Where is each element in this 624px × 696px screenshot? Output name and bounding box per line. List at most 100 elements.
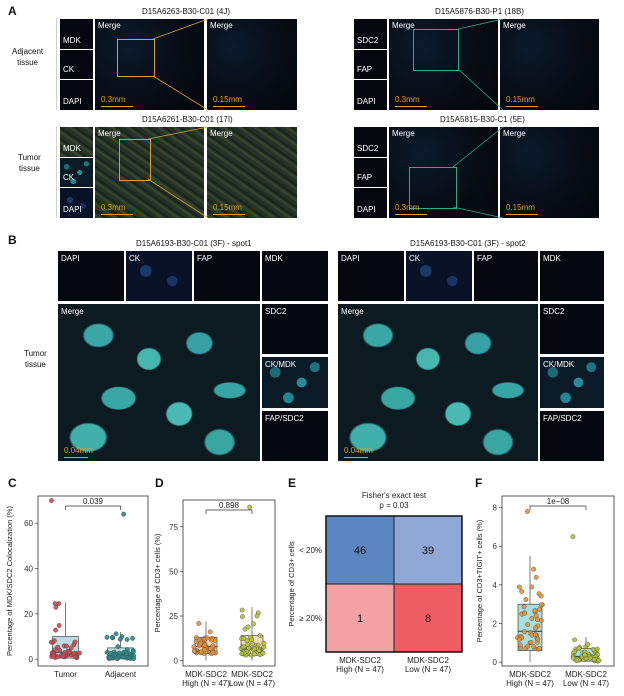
row-label-adjacent-line1: Adjacent	[12, 47, 44, 56]
data-point	[239, 651, 245, 656]
y-tick-label: 40	[24, 565, 33, 574]
data-point	[522, 610, 528, 616]
data-point	[596, 658, 602, 663]
y-tick-label: 60	[24, 519, 33, 528]
merge-image-spot2: Merge 0.04mm	[338, 304, 538, 461]
data-point	[537, 645, 542, 651]
plot-frame	[37, 495, 149, 667]
data-point	[241, 644, 247, 650]
merge-image-zoom: Merge 0.15mm	[500, 127, 599, 218]
zoom-connector	[147, 127, 209, 218]
zoom-connector	[452, 127, 504, 218]
channel-tile-fap: FAP	[474, 251, 538, 301]
heatmap-col-label: MDK-SDC2	[339, 656, 381, 665]
data-point	[124, 637, 130, 642]
data-point	[532, 632, 538, 637]
data-point	[587, 655, 593, 661]
x-tick-label: MDK-SDC2	[231, 670, 273, 679]
panel-a-title-1: D15A6263-B30-C01 (4J)	[142, 7, 231, 16]
channel-tile-mdk: MDK	[262, 251, 328, 301]
data-point	[534, 617, 540, 623]
heatmap-cell	[325, 515, 395, 585]
data-point	[51, 638, 57, 644]
channel-tile-ck: CK	[126, 251, 192, 301]
heatmap-y-label: Percentage of CD3+ cells	[287, 541, 296, 627]
data-point	[251, 621, 256, 627]
data-point	[121, 511, 127, 517]
zoom-box	[117, 39, 155, 77]
zoom-connector	[152, 19, 209, 110]
data-point	[528, 640, 534, 645]
data-point	[572, 649, 578, 655]
data-point	[535, 636, 541, 642]
marker-tile-ck: CK	[60, 50, 93, 79]
data-point	[120, 654, 126, 660]
marker-tile-dapi: DAPI	[354, 188, 387, 218]
heatmap-frame	[325, 515, 463, 653]
data-point	[533, 625, 538, 631]
row-label-tumor-b-line2: tissue	[24, 360, 46, 369]
data-point	[538, 602, 544, 608]
channel-tile-dapi: DAPI	[338, 251, 404, 301]
row-label-adjacent: Adjacent tissue	[12, 46, 43, 68]
data-point	[245, 642, 251, 647]
y-tick-label: 4	[493, 581, 498, 590]
data-point	[529, 584, 535, 590]
y-axis-label: Percentage of CD3+ cells (%)	[153, 533, 162, 633]
data-point	[533, 613, 539, 619]
x-tick-label: Adjacent	[105, 670, 137, 679]
data-point	[519, 588, 525, 594]
panel-a-title-2: D15A5876-B30-P1 (18B)	[435, 7, 524, 16]
x-tick-label: MDK-SDC2	[185, 670, 227, 679]
pvalue-label: 0.039	[83, 497, 104, 506]
data-point	[538, 618, 544, 623]
y-tick-label: 50	[169, 567, 178, 576]
heatmap-row-label: ≥ 20%	[299, 614, 322, 623]
chart-d: 0 25 50 75 Percentage of CD3+ cells (%) MDK-S…	[153, 499, 276, 688]
data-point	[107, 655, 113, 660]
marker-tile-mdk: MDK	[60, 127, 93, 157]
data-point	[66, 649, 72, 655]
data-point	[57, 647, 63, 653]
heatmap-cell-value: 46	[354, 545, 366, 557]
marker-tile-sdc2: SDC2	[354, 127, 387, 157]
data-point	[531, 566, 537, 572]
channel-tile-sdc2: SDC2	[540, 304, 604, 354]
panel-letter-d: D	[155, 476, 164, 490]
data-point	[191, 648, 197, 654]
panel-b-title-1: D15A6193-B30-C01 (3F) - spot1	[136, 239, 252, 248]
row-label-tumor-line1: Tumor	[18, 153, 41, 162]
separator	[56, 18, 57, 110]
zoom-connector	[457, 19, 504, 110]
marker-tile-mdk: MDK	[60, 19, 93, 49]
chart-f: 0 2 4 6 8 Percentage of CD3+TIGIT+ cells (%) M…	[475, 495, 615, 688]
channel-tile-fap-sdc2: FAP/SDC2	[540, 411, 604, 461]
data-point	[202, 647, 208, 653]
merge-image-wide: Merge 0.3mm	[389, 19, 498, 110]
channel-tile-ck-mdk: CK/MDK	[262, 357, 328, 408]
chart-c: 0 20 40 60 Percentage of MDK/SDC2 Colocaliza…	[5, 495, 149, 679]
channel-tile-ck: CK	[406, 251, 472, 301]
data-point	[529, 616, 535, 621]
data-point	[574, 657, 579, 663]
data-point	[53, 627, 59, 633]
merge-image-wide: Merge 0.3mm	[389, 127, 498, 218]
data-point	[525, 509, 530, 514]
marker-tile-dapi: DAPI	[354, 80, 387, 110]
data-point	[260, 650, 266, 656]
panel-a-title-3: D15A6261-B30-C01 (17I)	[142, 115, 233, 124]
y-axis-label: Percentage of CD3+TIGIT+ cells (%)	[475, 519, 484, 642]
x-tick-label: Low (N = 47)	[229, 679, 275, 688]
merge-image-wide: Merge 0.3mm	[95, 127, 204, 218]
data-point	[261, 640, 267, 646]
pvalue-bracket	[65, 505, 121, 510]
merge-image-zoom: Merge 0.15mm	[207, 127, 297, 218]
data-point	[251, 651, 257, 657]
data-point	[193, 635, 199, 640]
plot-frame	[501, 495, 615, 667]
heatmap-col-label: MDK-SDC2	[407, 656, 449, 665]
marker-tile-sdc2: SDC2	[354, 19, 387, 49]
row-label-tumor-line2: tissue	[18, 164, 40, 173]
data-point	[49, 498, 54, 503]
data-point	[590, 646, 596, 652]
